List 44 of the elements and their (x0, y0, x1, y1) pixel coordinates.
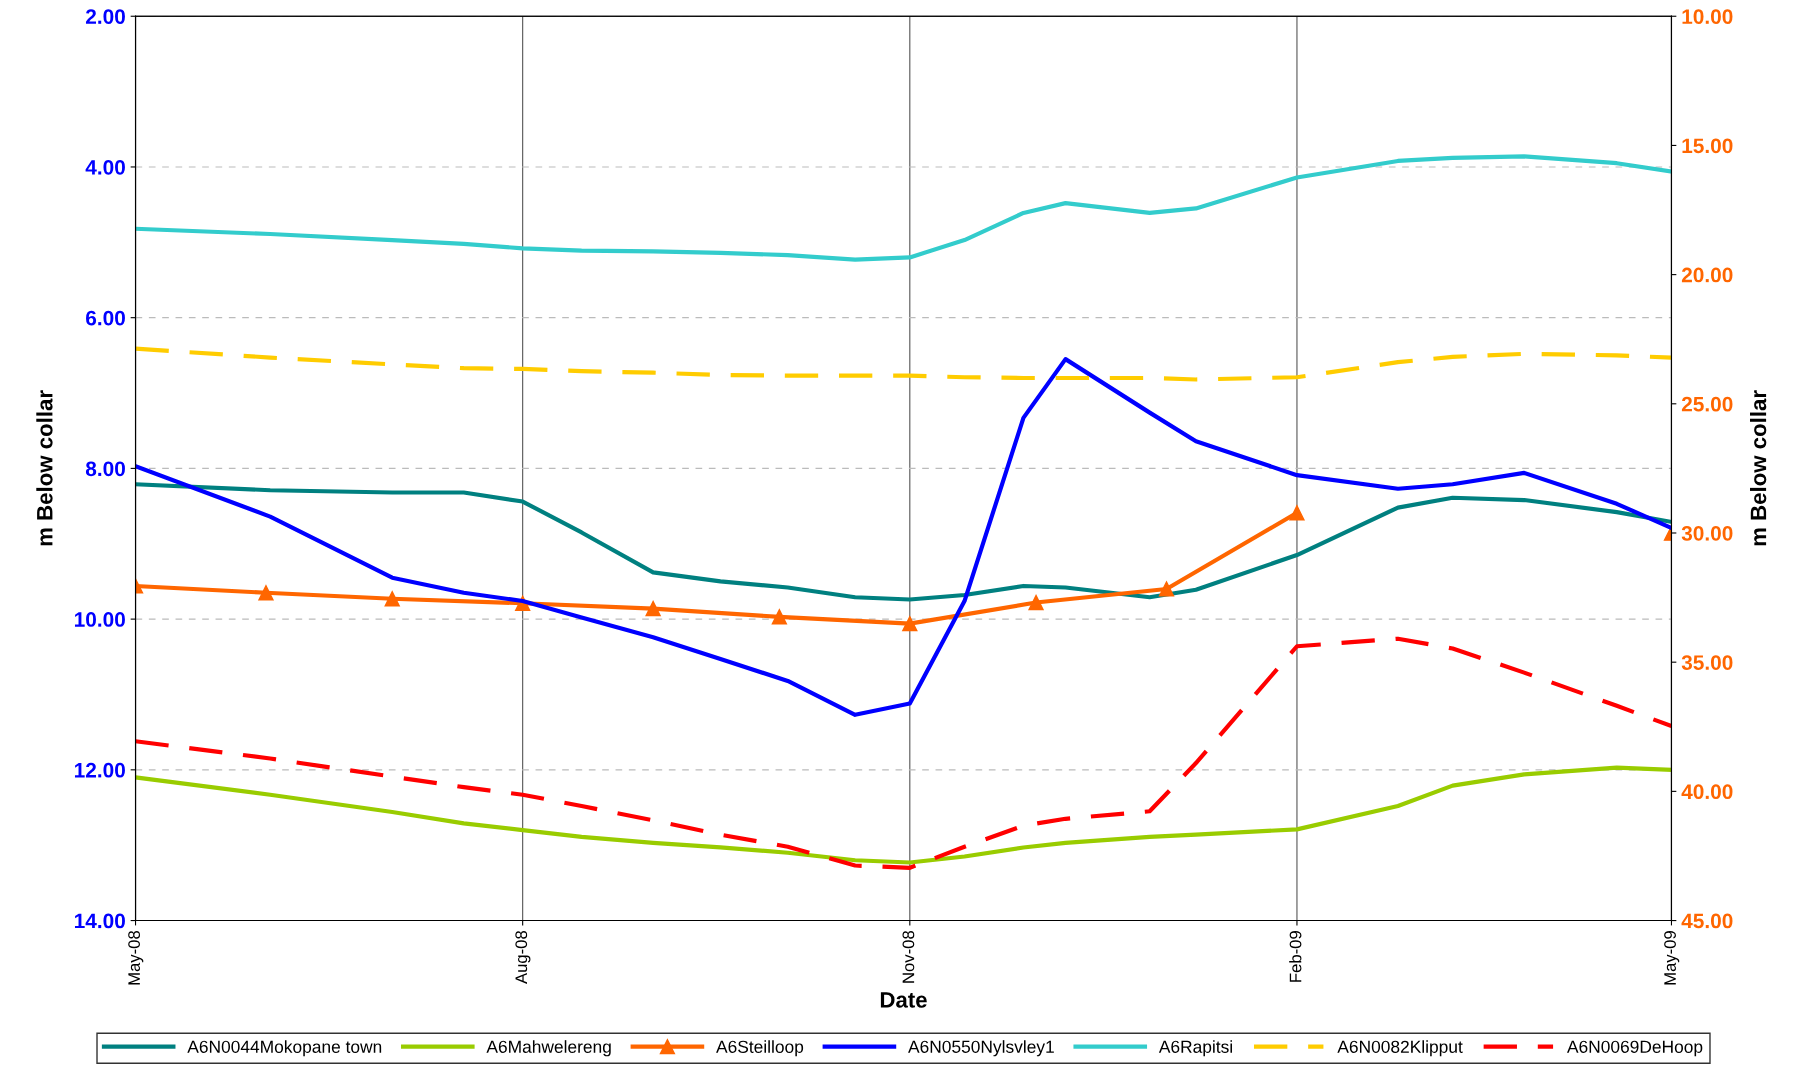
line-series (135, 154, 1672, 262)
y-tick-label: 12.00 (74, 762, 125, 778)
y2-tick-label: 25.00 (1681, 396, 1733, 412)
point (771, 609, 788, 625)
y2-tick-label: 20.00 (1681, 267, 1733, 283)
line-series (135, 346, 1672, 382)
legend-label: A6Mahwelereng (486, 1040, 611, 1057)
y-tick-label: 8.00 (85, 461, 125, 477)
y-tick-label: 2.00 (85, 9, 125, 24)
line-series (135, 636, 1672, 870)
legend-label: A6N0044Mokopane town (187, 1040, 382, 1057)
x-tick-label: Nov-08 (902, 930, 915, 983)
y-tick-label: 4.00 (85, 159, 125, 175)
point (902, 615, 918, 632)
legend-label: A6Rapitsi (1158, 1040, 1232, 1057)
x-tick-label: May-08 (128, 930, 144, 985)
point (1158, 581, 1175, 597)
point (645, 600, 661, 617)
point (1028, 594, 1044, 611)
y2-tick-label: 15.00 (1682, 138, 1733, 154)
point (258, 585, 274, 601)
y2-tick-label: 40.00 (1681, 784, 1733, 800)
x-axis-title: Date (880, 992, 927, 1008)
y2-tick-label: 35.00 (1681, 655, 1733, 670)
x-tick-label: Feb-09 (1289, 931, 1302, 982)
y2-tick-label: 10.00 (1682, 9, 1733, 24)
y-tick-label: 10.00 (74, 612, 125, 627)
y-tick-label: 6.00 (86, 310, 125, 326)
y-axis-title: m Below collar (36, 390, 53, 546)
legend-label: A6Steilloop (716, 1040, 804, 1057)
y2-tick-label: 30.00 (1681, 525, 1733, 541)
y-tick-label: 14.00 (74, 913, 125, 929)
point (384, 591, 400, 607)
legend-label: A6N0082Klipput (1337, 1040, 1463, 1057)
line-series (135, 482, 1672, 602)
y2-tick-label: 45.00 (1681, 913, 1733, 929)
legend-label: A6N0550Nylsvley1 (908, 1040, 1054, 1057)
legend-label: A6N0069DeHoop (1567, 1040, 1703, 1057)
y2-axis-title: m Below collar (1749, 390, 1767, 546)
line-series (135, 765, 1672, 865)
line-series (135, 357, 1672, 717)
point (1289, 505, 1305, 521)
x-tick-label: Aug-08 (515, 930, 531, 984)
x-tick-label: May-09 (1664, 931, 1680, 985)
